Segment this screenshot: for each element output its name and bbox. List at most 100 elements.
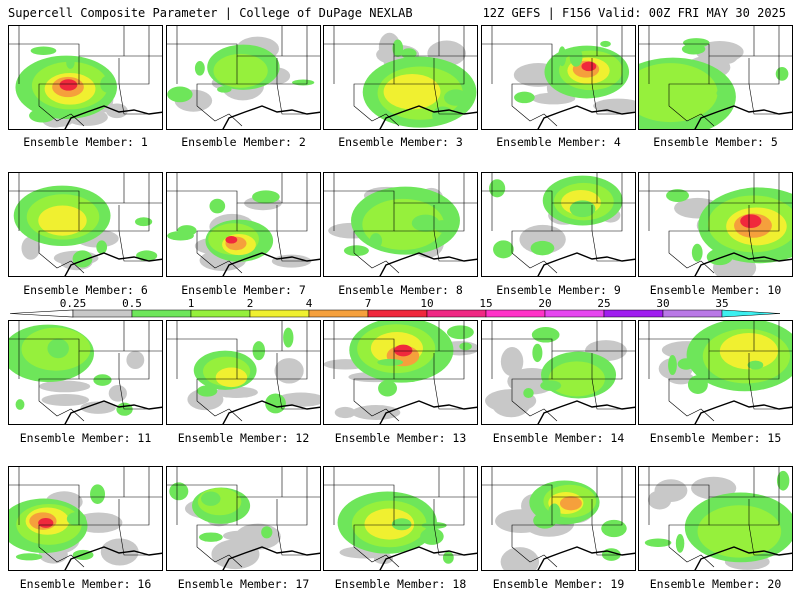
scp-contour [446, 325, 474, 340]
colorbar-segment [662, 309, 723, 318]
map-plot [324, 321, 477, 424]
colorbar-right-arrow [721, 309, 781, 318]
scp-contour [47, 338, 69, 359]
scp-contour [569, 47, 583, 67]
ensemble-map-panel [166, 25, 321, 130]
scp-contour [601, 519, 627, 538]
scp-contour [343, 245, 369, 257]
scp-contour [540, 380, 562, 391]
scp-contour [135, 217, 153, 227]
ensemble-map-panel [8, 466, 163, 571]
state-boundary [119, 56, 150, 85]
scp-contour [201, 491, 221, 506]
colorbar-tick-label: 7 [365, 297, 372, 310]
scp-contour [728, 498, 740, 506]
scp-contour [90, 484, 106, 504]
scp-contour [59, 79, 78, 91]
scp-contour [378, 380, 397, 397]
scp-contour [500, 347, 524, 377]
state-boundary [9, 43, 162, 57]
map-plot [9, 26, 162, 129]
state-boundary [592, 203, 623, 232]
scp-contour [667, 372, 694, 385]
state-boundary [434, 351, 465, 380]
gulf-coastline [379, 105, 477, 129]
gulf-coastline [537, 546, 635, 570]
scp-contour [442, 551, 454, 564]
gulf-coastline [222, 252, 320, 276]
scp-contour [29, 108, 56, 123]
ensemble-member-label: Ensemble Member: 1 [23, 135, 148, 149]
state-boundary [118, 378, 149, 410]
state-boundary [277, 351, 308, 380]
scp-contour [196, 385, 218, 397]
colorbar-segment [603, 309, 664, 318]
scp-contour [459, 342, 472, 351]
scp-contour [493, 240, 514, 259]
map-plot [482, 467, 635, 570]
scp-contour [392, 39, 404, 57]
scp-contour [432, 106, 454, 124]
colorbar-tick-label: 30 [656, 297, 669, 310]
scp-contour [351, 405, 401, 420]
ensemble-member-label: Ensemble Member: 16 [19, 577, 152, 591]
state-boundary [119, 203, 150, 232]
ensemble-member-label: Ensemble Member: 12 [177, 431, 310, 445]
gulf-coastline [64, 400, 162, 424]
map-plot [639, 173, 792, 276]
ensemble-map-panel [8, 320, 163, 425]
scp-contour [108, 385, 127, 402]
ensemble-map-panel [638, 320, 793, 425]
map-plot [324, 26, 477, 129]
state-boundary [482, 190, 635, 204]
state-boundary [748, 378, 779, 410]
scp-contour [644, 538, 672, 547]
scp-contour [334, 406, 356, 419]
state-boundary [749, 351, 780, 380]
ensemble-map-panel [166, 172, 321, 277]
scp-contour [667, 482, 685, 498]
map-plot [167, 321, 320, 424]
state-boundary [9, 190, 162, 204]
colorbar-segment [544, 309, 605, 318]
state-boundary [118, 230, 149, 262]
scp-contour [66, 56, 75, 69]
scp-contour [217, 86, 232, 93]
ensemble-map-panel [323, 466, 478, 571]
scp-contour [39, 380, 91, 393]
gulf-coastline [64, 252, 162, 276]
state-boundary [591, 524, 622, 556]
ensemble-map-panel [481, 172, 636, 277]
gulf-coastline [379, 546, 477, 570]
ensemble-member-label: Ensemble Member: 6 [23, 283, 148, 297]
scp-contour [211, 539, 260, 570]
ensemble-member-label: Ensemble Member: 11 [19, 431, 152, 445]
gulf-coastline [379, 400, 477, 424]
scp-contour [169, 482, 189, 501]
scp-contour [15, 553, 43, 561]
color-scale-legend: 0.25 0.5 1 2 4 7 10 15 20 25 30 35 [9, 297, 781, 318]
state-boundary [592, 351, 623, 380]
state-boundary [749, 56, 780, 85]
scp-contour [687, 375, 708, 394]
scp-contour [222, 530, 256, 541]
state-boundary [482, 338, 635, 352]
colorbar-tick-label: 0.25 [60, 297, 87, 310]
scp-contour [532, 343, 543, 363]
state-boundary [433, 230, 464, 262]
state-boundary [167, 484, 320, 498]
ensemble-map-panel [323, 172, 478, 277]
scp-contour [30, 46, 57, 55]
colorbar-segment [485, 309, 546, 318]
scp-contour [531, 327, 560, 343]
state-boundary [433, 83, 464, 115]
scp-contour [265, 393, 286, 414]
scp-contour [581, 61, 597, 72]
ensemble-member-label: Ensemble Member: 10 [649, 283, 782, 297]
ensemble-member-label: Ensemble Member: 4 [496, 135, 621, 149]
scp-contour [377, 358, 404, 366]
state-boundary [482, 484, 635, 498]
scp-contour [136, 250, 158, 262]
state-boundary [276, 83, 307, 115]
gulf-coastline [64, 105, 162, 129]
